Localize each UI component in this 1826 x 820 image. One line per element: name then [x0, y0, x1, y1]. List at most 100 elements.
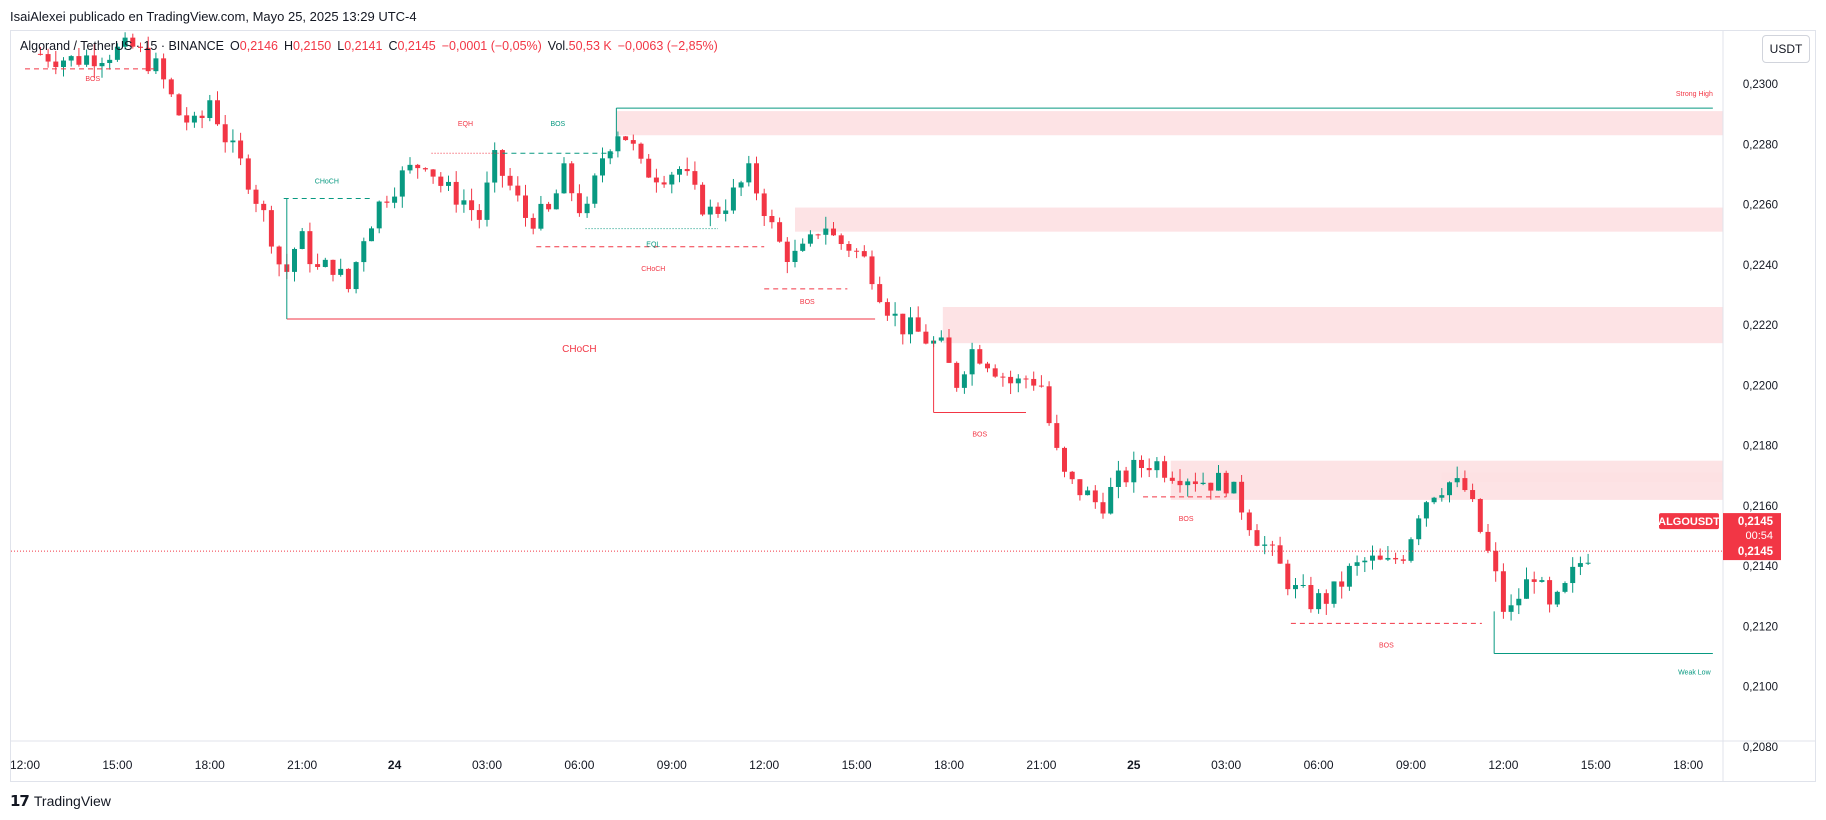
low-value: 0,2141 — [344, 39, 382, 53]
candle-body — [169, 79, 174, 94]
structure-label: BOS — [800, 299, 815, 306]
candle-body — [192, 116, 197, 123]
time-tick-label: 03:00 — [472, 758, 502, 772]
candle-down — [1147, 458, 1152, 477]
chart-frame[interactable]: BOS Strong High EQH BOS CHoCH EQL CHoCH BOS CHoC… — [10, 30, 1816, 782]
volume-label: Vol. — [548, 39, 569, 53]
candle-body — [808, 234, 813, 243]
candle-down — [854, 248, 859, 258]
candle-body — [885, 302, 890, 316]
price-tick-label: 0,2140 — [1743, 561, 1778, 573]
candle-down — [639, 142, 644, 163]
candle-body — [723, 210, 728, 213]
candle-body — [531, 218, 536, 229]
candle-body — [369, 228, 374, 241]
currency-button[interactable]: USDT — [1762, 35, 1810, 63]
candle-body — [816, 234, 821, 235]
candle-body — [408, 165, 413, 170]
candle-up — [1355, 556, 1360, 576]
tradingview-brand[interactable]: 17 TradingView — [10, 792, 111, 810]
candle-down — [1047, 381, 1052, 426]
candle-body — [1216, 473, 1221, 491]
candle-up — [1316, 589, 1321, 614]
bar-countdown: 00:54 — [1745, 530, 1773, 542]
candle-up — [1539, 577, 1544, 583]
candlestick-chart[interactable]: BOS Strong High EQH BOS CHoCH EQL CHoCH BOS CHoC… — [11, 31, 1815, 781]
candle-body — [161, 58, 166, 79]
candle-down — [785, 237, 790, 273]
candle-body — [1085, 490, 1090, 495]
candle-body — [1385, 558, 1390, 560]
candle-body — [346, 269, 351, 289]
candle-down — [500, 149, 505, 187]
candle-down — [839, 233, 844, 249]
candle-body — [708, 207, 713, 215]
candle-body — [269, 210, 274, 246]
candle-body — [1131, 460, 1136, 482]
change-value: −0,0001 (−0,05%) — [442, 39, 542, 53]
candle-body — [1039, 386, 1044, 387]
candle-body — [970, 349, 975, 374]
candle-down — [716, 202, 721, 217]
candle-body — [1486, 532, 1491, 551]
candle-body — [854, 251, 859, 252]
candle-body — [985, 364, 990, 369]
candle-down — [223, 115, 228, 153]
candle-body — [1586, 563, 1591, 564]
candle-body — [777, 222, 782, 241]
candle-up — [323, 258, 328, 268]
candle-up — [1432, 497, 1437, 504]
time-tick-label: 09:00 — [657, 758, 687, 772]
candle-body — [1339, 581, 1344, 586]
candle-down — [53, 51, 58, 74]
candle-up — [207, 95, 212, 121]
candle-down — [1054, 415, 1059, 451]
candle-body — [1470, 490, 1475, 499]
candle-down — [1378, 548, 1383, 560]
candle-body — [1054, 423, 1059, 448]
symbol-tag-label: ALGOUSDT — [1658, 516, 1720, 528]
candle-up — [446, 176, 451, 191]
candle-body — [646, 159, 651, 178]
candle-up — [1154, 457, 1159, 478]
candle-down — [816, 234, 821, 239]
candle-down — [1077, 479, 1082, 500]
candle-body — [562, 163, 567, 193]
candle-body — [384, 202, 389, 203]
candle-down — [977, 345, 982, 365]
supply-zone — [1442, 473, 1765, 482]
candle-down — [1062, 447, 1067, 478]
candle-body — [238, 141, 243, 159]
candle-down — [1270, 541, 1275, 556]
candle-body — [1493, 551, 1498, 571]
candle-down — [346, 268, 351, 292]
candle-body — [254, 190, 259, 204]
candle-up — [100, 58, 105, 78]
time-tick-label: 15:00 — [842, 758, 872, 772]
candle-body — [261, 204, 266, 210]
candle-up — [461, 189, 466, 212]
candle-body — [323, 260, 328, 267]
candle-down — [916, 306, 921, 332]
candle-body — [669, 175, 674, 185]
candle-body — [800, 244, 805, 251]
candle-up — [1524, 567, 1529, 598]
candle-body — [292, 249, 297, 272]
candle-body — [69, 56, 74, 60]
candle-body — [277, 247, 282, 265]
candle-down — [508, 168, 513, 190]
candle-body — [46, 54, 51, 61]
candle-up — [893, 302, 898, 326]
high-label: H — [284, 39, 293, 53]
candle-down — [546, 202, 551, 212]
candle-body — [1308, 585, 1313, 609]
candle-up — [746, 156, 751, 186]
candle-down — [515, 176, 520, 201]
candle-body — [1293, 585, 1298, 589]
symbol-title[interactable]: Algorand / TetherUS · 15 · BINANCE — [20, 39, 224, 53]
candle-down — [1093, 485, 1098, 509]
candle-up — [492, 142, 497, 192]
candle-body — [1455, 478, 1460, 482]
candle-down — [646, 154, 651, 178]
candle-body — [954, 363, 959, 388]
